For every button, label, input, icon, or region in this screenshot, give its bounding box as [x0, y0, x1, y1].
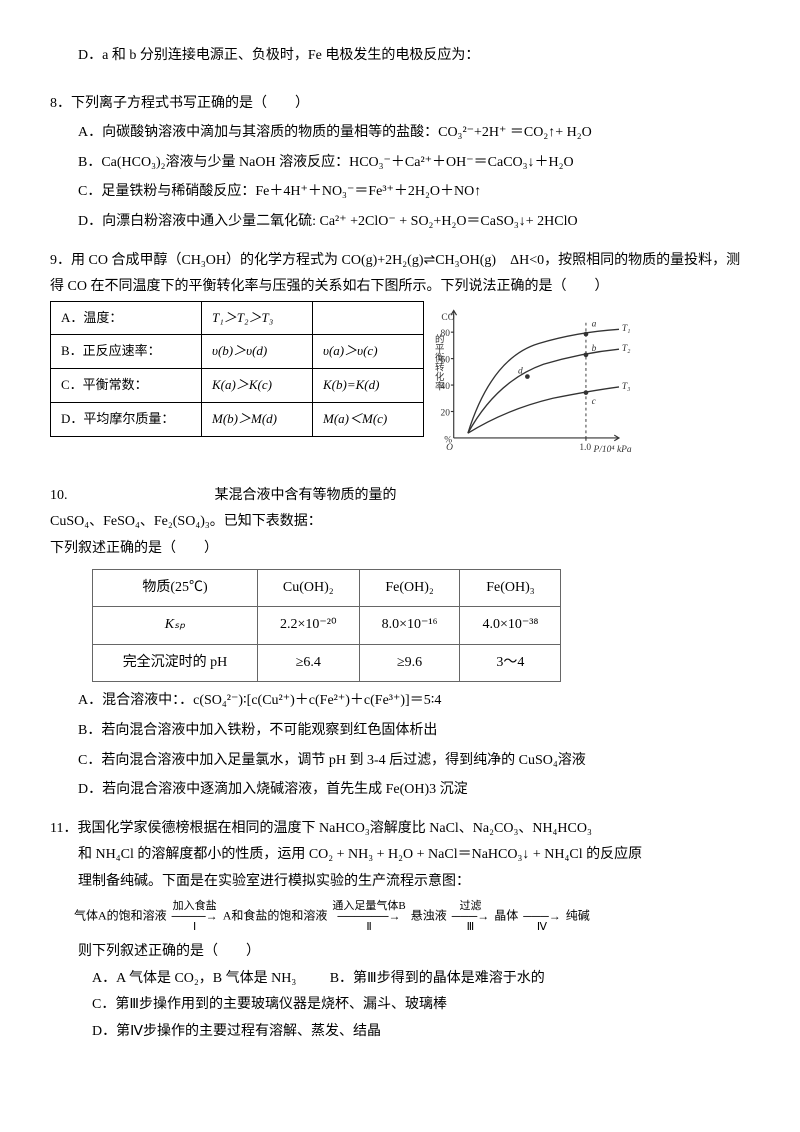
flow-arrow: 通入足量气体B ──────→ Ⅱ [332, 901, 405, 933]
cell: 物质(25℃) [93, 569, 258, 607]
table-row: 完全沉淀时的 pH ≥6.4 ≥9.6 3～4 [93, 644, 561, 682]
q11-C: C．第Ⅲ步操作用到的主要玻璃仪器是烧杯、漏斗、玻璃棒 [50, 992, 750, 1019]
xlabel: P/10⁴ kPa [593, 445, 632, 455]
flow-arrow: ───→ Ⅳ [523, 901, 561, 933]
q9-chart: CO 的平衡转化率 % 20 40 60 80 [434, 301, 634, 471]
cell: 3～4 [460, 644, 561, 682]
q10-D: D．若向混合溶液中逐滴加入烧碱溶液，首先生成 Fe(OH)3 沉淀 [50, 777, 750, 804]
T2-label: T₂ [622, 344, 631, 354]
T3-label: T₃ [622, 382, 631, 392]
cell: M(b)＞M(d) [212, 411, 277, 426]
cell: ≥6.4 [258, 644, 360, 682]
flow-arrow: 加入食盐 ────→ Ⅰ [172, 901, 218, 933]
q11-flow: 气体A的饱和溶液 加入食盐 ────→ Ⅰ A和食盐的饱和溶液 通入足量气体B … [50, 901, 750, 933]
q10-A: A．混合溶液中：．c(SO₄²⁻)∶[c(Cu²⁺)＋c(Fe²⁺)＋c(Fe³… [50, 688, 750, 715]
cell: Fe(OH)₃ [460, 569, 561, 607]
q8-A: A．向碳酸钠溶液中滴加与其溶质的物质的量相等的盐酸：CO₃²⁻+2H⁺ ＝CO₂… [50, 120, 750, 147]
cell: 2.2×10⁻²⁰ [258, 607, 360, 645]
origin: O [446, 443, 453, 453]
q11: 11．我国化学家侯德榜根据在相同的温度下 NaHCO₃溶解度比 NaCl、Na₂… [50, 816, 750, 1046]
q8-C: C．足量铁粉与稀硝酸反应：Fe＋4H⁺＋NO₃⁻＝Fe³⁺＋2H₂O＋NO↑ [50, 179, 750, 206]
cell: D．平均摩尔质量： [51, 402, 202, 436]
cell: T₁＞T₂＞T₃ [212, 310, 273, 325]
pt-b-label: b [592, 344, 597, 354]
flow-node: A和食盐的饱和溶液 [223, 909, 328, 923]
q9: 9．用 CO 合成甲醇（CH₃OH）的化学方程式为 CO(g)+2H₂(g)⇌C… [50, 248, 750, 471]
pt-d [525, 374, 530, 379]
flow-node: 纯碱 [566, 909, 590, 923]
pt-a [584, 331, 589, 336]
q8-D: D．向漂白粉溶液中通入少量二氧化硫: Ca²⁺ +2ClO⁻ + SO₂+H₂O… [50, 209, 750, 236]
q10-lead3: 下列叙述正确的是（ ） [50, 536, 750, 563]
cell: A．温度： [51, 301, 202, 335]
q10-B: B．若向混合溶液中加入铁粉，不可能观察到红色固体析出 [50, 718, 750, 745]
cell: K(a)＞K(c) [212, 377, 272, 392]
ylabel: CO [441, 313, 454, 323]
xtick: 1.0 [579, 443, 591, 453]
flow-node: 悬浊液 [411, 909, 447, 923]
cell: Cu(OH)₂ [258, 569, 360, 607]
cell: M(a)＜M(c) [323, 411, 387, 426]
table-row: 物质(25℃) Cu(OH)₂ Fe(OH)₂ Fe(OH)₃ [93, 569, 561, 607]
q7-option-D: D．a 和 b 分别连接电源正、负极时，Fe 电极发生的电极反应为： [50, 43, 750, 70]
q11-stem: 11．我国化学家侯德榜根据在相同的温度下 NaHCO₃溶解度比 NaCl、Na₂… [50, 816, 750, 843]
table-row: D．平均摩尔质量： M(b)＞M(d) M(a)＜M(c) [51, 402, 424, 436]
q11-A: A．A 气体是 CO₂，B 气体是 NH₃ [92, 966, 296, 993]
q11-stem3: 理制备纯碱。下面是在实验室进行模拟实验的生产流程示意图： [50, 869, 750, 896]
pt-a-label: a [592, 319, 597, 329]
cell: B．正反应速率： [51, 335, 202, 369]
pt-d-label: d [518, 366, 523, 376]
q10: 10. 某混合液中含有等物质的量的 CuSO₄、FeSO₄、Fe₂(SO₄)₃。… [50, 483, 750, 804]
ytick: 20 [441, 408, 451, 418]
q8-B: B．Ca(HCO₃)₂溶液与少量 NaOH 溶液反应：HCO₃⁻＋Ca²⁺＋OH… [50, 150, 750, 177]
q8: 8．下列离子方程式书写正确的是（ ） A．向碳酸钠溶液中滴加与其溶质的物质的量相… [50, 91, 750, 236]
pt-c-label: c [592, 397, 597, 407]
q11-D: D．第Ⅳ步操作的主要过程有溶解、蒸发、结晶 [50, 1019, 750, 1046]
q10-ksp-table: 物质(25℃) Cu(OH)₂ Fe(OH)₂ Fe(OH)₃ Kₛₚ 2.2×… [92, 569, 561, 683]
ytick: 60 [441, 355, 451, 365]
q9-option-table: A．温度： T₁＞T₂＞T₃ B．正反应速率： υ(b)＞υ(d) υ(a)＞υ… [50, 301, 424, 437]
table-row: A．温度： T₁＞T₂＞T₃ [51, 301, 424, 335]
q10-C: C．若向混合溶液中加入足量氯水，调节 pH 到 3-4 后过滤，得到纯净的 Cu… [50, 748, 750, 775]
q8-stem: 8．下列离子方程式书写正确的是（ ） [50, 91, 750, 118]
table-row: B．正反应速率： υ(b)＞υ(d) υ(a)＞υ(c) [51, 335, 424, 369]
q11-stem4: 则下列叙述正确的是（ ） [50, 939, 750, 966]
T1-label: T₁ [622, 324, 631, 334]
q9-stem: 9．用 CO 合成甲醇（CH₃OH）的化学方程式为 CO(g)+2H₂(g)⇌C… [50, 248, 750, 301]
table-row: C．平衡常数： K(a)＞K(c) K(b)=K(d) [51, 369, 424, 403]
cell: K(b)=K(d) [323, 377, 379, 392]
table-row: Kₛₚ 2.2×10⁻²⁰ 8.0×10⁻¹⁶ 4.0×10⁻³⁸ [93, 607, 561, 645]
cell: υ(b)＞υ(d) [212, 343, 267, 358]
cell: Fe(OH)₂ [359, 569, 460, 607]
cell: Kₛₚ [93, 607, 258, 645]
flow-node: 晶体 [494, 909, 518, 923]
q11-stem2: 和 NH₄Cl 的溶解度都小的性质，运用 CO₂ + NH₃ + H₂O + N… [50, 842, 750, 869]
cell: 4.0×10⁻³⁸ [460, 607, 561, 645]
q10-mid: 某混合液中含有等物质的量的 [215, 488, 397, 503]
pt-c [584, 390, 589, 395]
flow-node: 气体A的饱和溶液 [74, 909, 167, 923]
flow-arrow: 过滤 ───→ Ⅲ [452, 901, 490, 933]
q11-B: B．第Ⅲ步得到的晶体是难溶于水的 [330, 966, 545, 993]
ytick: 40 [441, 382, 451, 392]
q10-num: 10. [50, 488, 68, 503]
cell: υ(a)＞υ(c) [323, 343, 378, 358]
curve-T3 [468, 387, 619, 433]
ytick: 80 [441, 329, 451, 339]
cell: 完全沉淀时的 pH [93, 644, 258, 682]
cell: C．平衡常数： [51, 369, 202, 403]
pt-b [584, 352, 589, 357]
cell: 8.0×10⁻¹⁶ [359, 607, 460, 645]
q10-lead2: CuSO₄、FeSO₄、Fe₂(SO₄)₃。已知下表数据： [50, 514, 322, 529]
cell: ≥9.6 [359, 644, 460, 682]
